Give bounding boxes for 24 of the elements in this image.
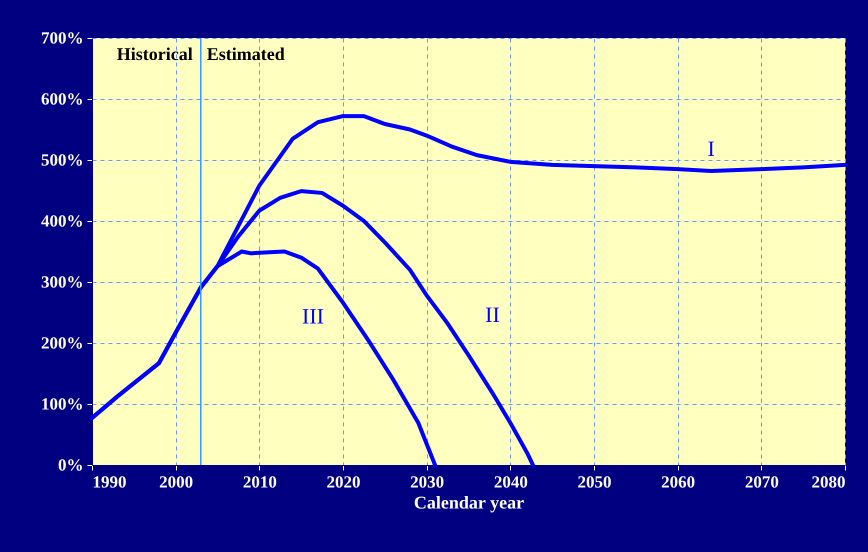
y-tick-label: 300% [41, 272, 84, 292]
x-tick-label: 2020 [326, 472, 360, 492]
x-tick-label: 2030 [410, 472, 444, 492]
series-label: I [707, 136, 715, 161]
x-tick-label: 2040 [494, 472, 528, 492]
x-tick-label: 2070 [744, 472, 779, 492]
series-label: II [485, 302, 500, 328]
x-tick-label: 2000 [159, 472, 194, 492]
y-tick-label: 700% [41, 28, 84, 48]
x-tick-label: 2010 [242, 472, 277, 492]
x-axis-title: Calendar year [414, 492, 524, 512]
series-label: III [302, 304, 324, 329]
y-tick-label: 400% [41, 212, 84, 230]
annotation: Estimated [206, 44, 285, 64]
y-tick-label: 500% [41, 150, 84, 170]
y-tick-label: 600% [41, 90, 84, 108]
x-tick-label: 2060 [661, 472, 696, 492]
y-tick-label: 200% [41, 334, 84, 352]
x-tick-label: 2080 [812, 472, 846, 492]
y-tick-label: 0% [58, 456, 84, 474]
y-tick-label: 100% [41, 394, 84, 414]
annotation: Historical [116, 44, 193, 64]
x-tick-label: 1990 [92, 472, 126, 492]
x-tick-label: 2050 [578, 472, 612, 492]
